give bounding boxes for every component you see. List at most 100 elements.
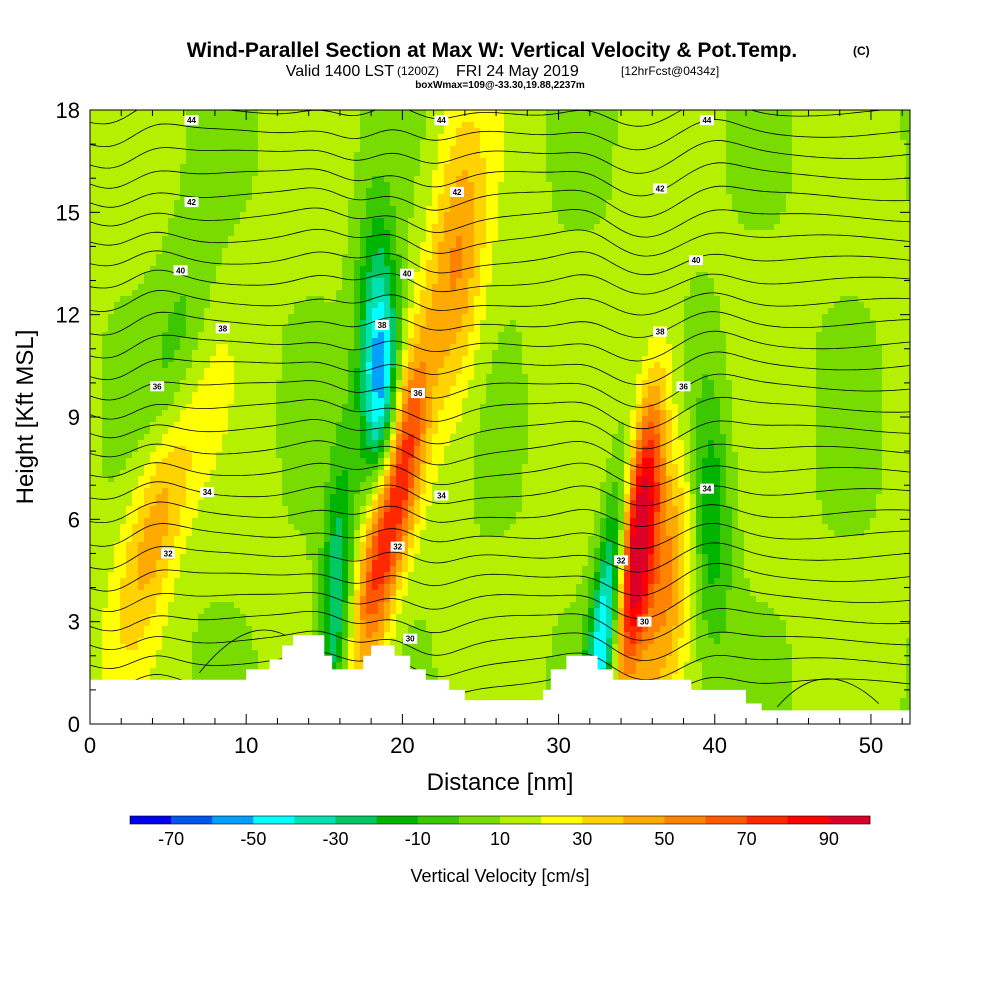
w-cell [258, 224, 265, 231]
w-cell [330, 176, 337, 183]
w-cell [888, 296, 895, 303]
w-cell [408, 308, 415, 315]
w-cell [864, 272, 871, 279]
w-cell [570, 200, 577, 207]
w-cell [180, 260, 187, 267]
w-cell [540, 134, 547, 141]
w-cell [558, 302, 565, 309]
w-cell [180, 302, 187, 309]
w-cell [528, 248, 535, 255]
w-cell [96, 110, 103, 117]
w-cell [558, 116, 565, 123]
w-cell [666, 296, 673, 303]
w-cell [186, 290, 193, 297]
w-cell [318, 206, 325, 213]
w-cell [180, 230, 187, 237]
w-cell [498, 152, 505, 159]
w-cell [576, 314, 583, 321]
w-cell [702, 170, 709, 177]
w-cell [120, 308, 127, 315]
w-cell [336, 314, 343, 321]
w-cell [414, 242, 421, 249]
w-cell [96, 290, 103, 297]
w-cell [300, 248, 307, 255]
w-cell [864, 194, 871, 201]
w-cell [828, 272, 835, 279]
w-cell [768, 302, 775, 309]
w-cell [336, 152, 343, 159]
w-cell [816, 296, 823, 303]
w-cell [444, 272, 451, 279]
w-cell [450, 302, 457, 309]
w-cell [234, 182, 241, 189]
w-cell [828, 122, 835, 129]
w-cell [504, 302, 511, 309]
w-cell [870, 194, 877, 201]
w-cell [672, 230, 679, 237]
w-cell [474, 296, 481, 303]
w-cell [594, 278, 601, 285]
w-cell [756, 254, 763, 261]
w-cell [576, 188, 583, 195]
w-cell [792, 248, 799, 255]
w-cell [606, 158, 613, 165]
w-cell [858, 302, 865, 309]
w-cell [504, 284, 511, 291]
w-cell [366, 230, 373, 237]
w-cell [828, 242, 835, 249]
w-cell [672, 248, 679, 255]
w-cell [402, 188, 409, 195]
w-cell [876, 314, 883, 321]
w-cell [450, 254, 457, 261]
w-cell [870, 128, 877, 135]
w-cell [882, 134, 889, 141]
w-cell [738, 224, 745, 231]
w-cell [318, 146, 325, 153]
w-cell [336, 254, 343, 261]
w-cell [840, 254, 847, 261]
w-cell [624, 176, 631, 183]
w-cell [450, 116, 457, 123]
w-cell [576, 182, 583, 189]
w-cell [834, 242, 841, 249]
w-cell [366, 188, 373, 195]
w-cell [630, 116, 637, 123]
w-cell [720, 290, 727, 297]
w-cell [684, 146, 691, 153]
w-cell [114, 116, 121, 123]
w-cell [168, 224, 175, 231]
w-cell [546, 116, 553, 123]
w-cell [612, 224, 619, 231]
w-cell [762, 242, 769, 249]
w-cell [330, 206, 337, 213]
w-cell [156, 308, 163, 315]
w-cell [150, 122, 157, 129]
w-cell [702, 134, 709, 141]
w-cell [534, 212, 541, 219]
w-cell [534, 314, 541, 321]
w-cell [114, 110, 121, 117]
w-cell [114, 170, 121, 177]
w-cell [684, 206, 691, 213]
w-cell [444, 152, 451, 159]
w-cell [876, 308, 883, 315]
w-cell [294, 320, 301, 327]
w-cell [906, 248, 910, 255]
w-cell [648, 248, 655, 255]
w-cell [888, 134, 895, 141]
w-cell [414, 182, 421, 189]
w-cell [150, 320, 157, 327]
w-cell [672, 236, 679, 243]
w-cell [222, 308, 229, 315]
w-cell [714, 128, 721, 135]
w-cell [522, 230, 529, 237]
w-cell [642, 248, 649, 255]
w-cell [420, 320, 427, 327]
w-cell [468, 248, 475, 255]
w-cell [678, 254, 685, 261]
w-cell [342, 272, 349, 279]
w-cell [108, 200, 115, 207]
w-cell [174, 164, 181, 171]
w-cell [408, 128, 415, 135]
w-cell [432, 140, 439, 147]
